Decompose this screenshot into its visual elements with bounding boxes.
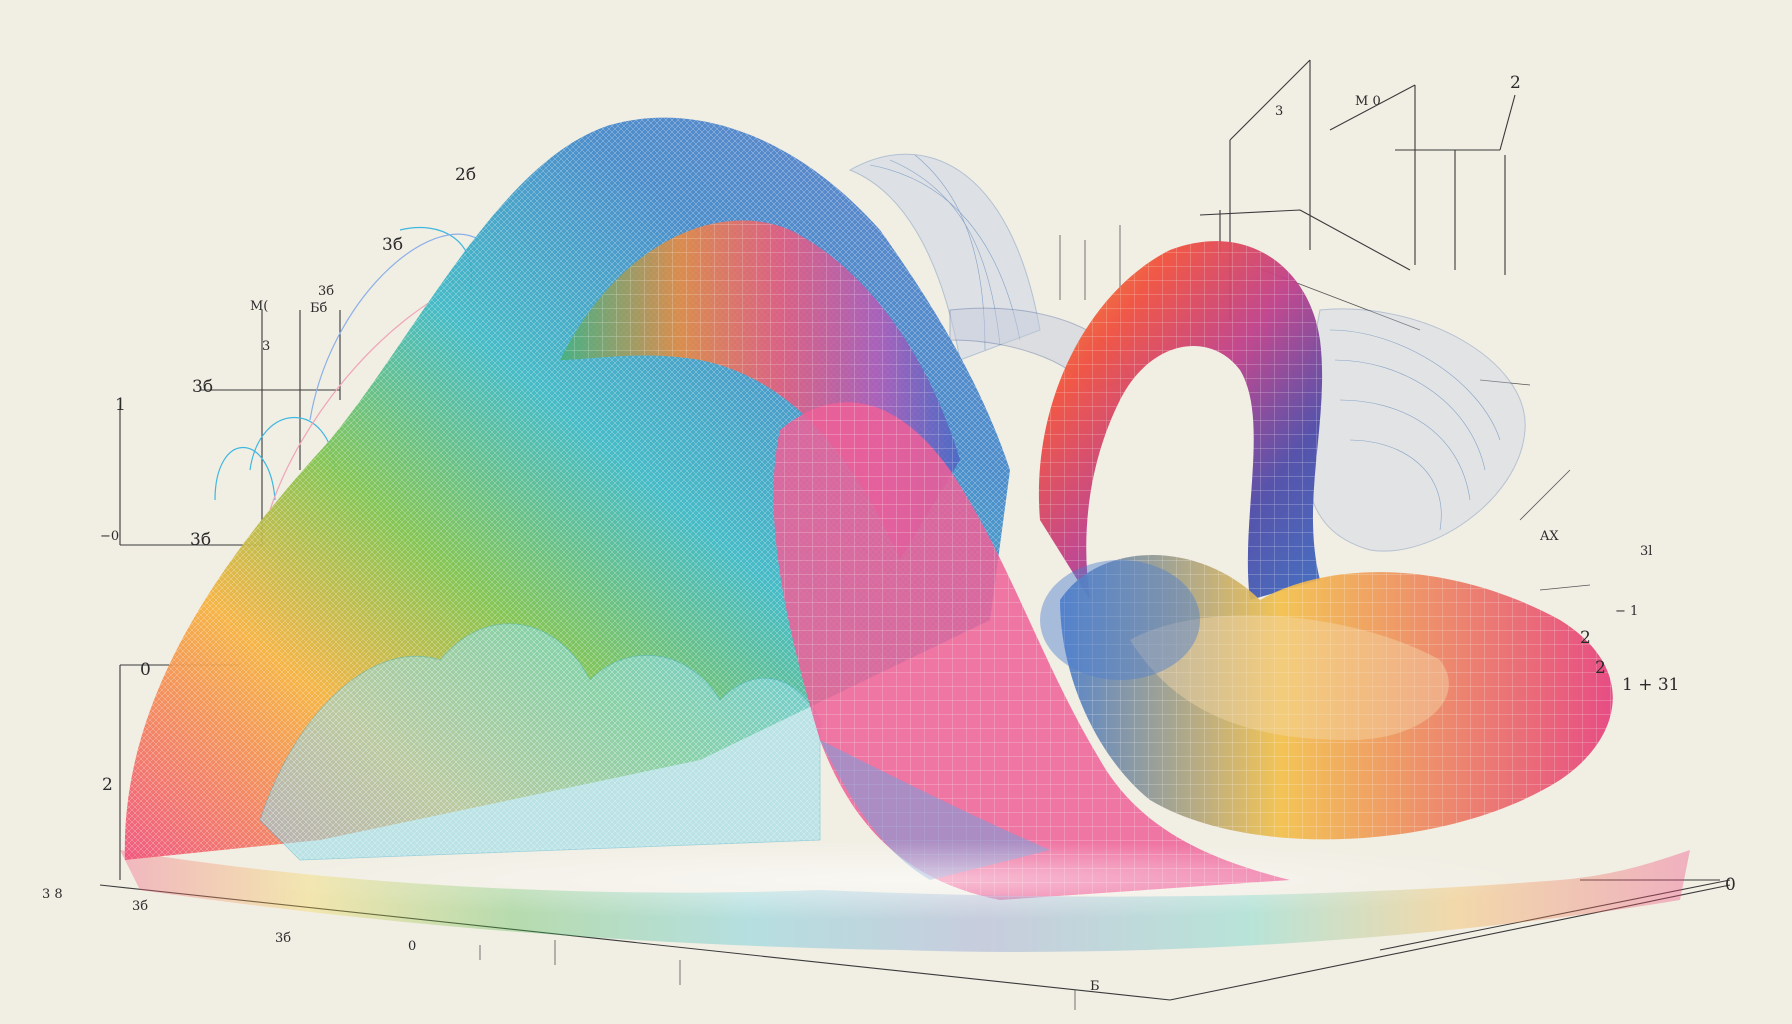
label-bottom-c: 3б [275, 931, 291, 946]
base-floor [120, 840, 1690, 952]
label-top-e: Бб [310, 301, 328, 316]
label-left-mid2: −0 [100, 529, 119, 544]
label-right-f: 3l [1640, 544, 1652, 559]
label-bottom-b: 3б [132, 899, 148, 914]
front-wave-surface [259, 623, 821, 861]
label-left-x: 0 [140, 660, 151, 680]
label-bottom-e: Б [1090, 979, 1100, 994]
label-right-d: 2 [1580, 628, 1591, 648]
label-left-bottom: 2 [102, 775, 113, 795]
label-left-y: 3 [262, 339, 270, 354]
label-left-top: 1 [115, 395, 126, 415]
right-ring-surface [1040, 555, 1613, 840]
label-top-d: M( [250, 299, 268, 314]
label-right-e: AX [1539, 529, 1559, 544]
label-right-c: 1 + 31 [1622, 675, 1680, 695]
label-right-a: M 0 [1355, 94, 1381, 109]
label-left-mid1: 3б [192, 377, 213, 397]
label-right-b: 3 [1275, 104, 1283, 119]
back-mesh-surfaces [848, 153, 1526, 552]
label-left-x2: 3б [190, 530, 211, 550]
left-rainbow-hill [124, 117, 1010, 861]
label-top-c: 3б [318, 284, 334, 299]
label-right-h: 2 [1595, 658, 1606, 678]
label-bottom-a: 3 8 [42, 887, 63, 902]
label-right-g: − 1 [1615, 604, 1638, 619]
label-top-b: 3б [382, 235, 403, 255]
axis-labels: 1 3 3б 0 3б −0 2 2б 3б 3б M( Бб 2 M 0 3 … [42, 73, 1736, 994]
label-bottom-d: 0 [408, 939, 416, 954]
label-bottom-r: 0 [1725, 875, 1736, 895]
label-top-a: 2б [455, 165, 476, 185]
right-loop-arch [1038, 241, 1323, 601]
label-right-top: 2 [1510, 73, 1521, 93]
